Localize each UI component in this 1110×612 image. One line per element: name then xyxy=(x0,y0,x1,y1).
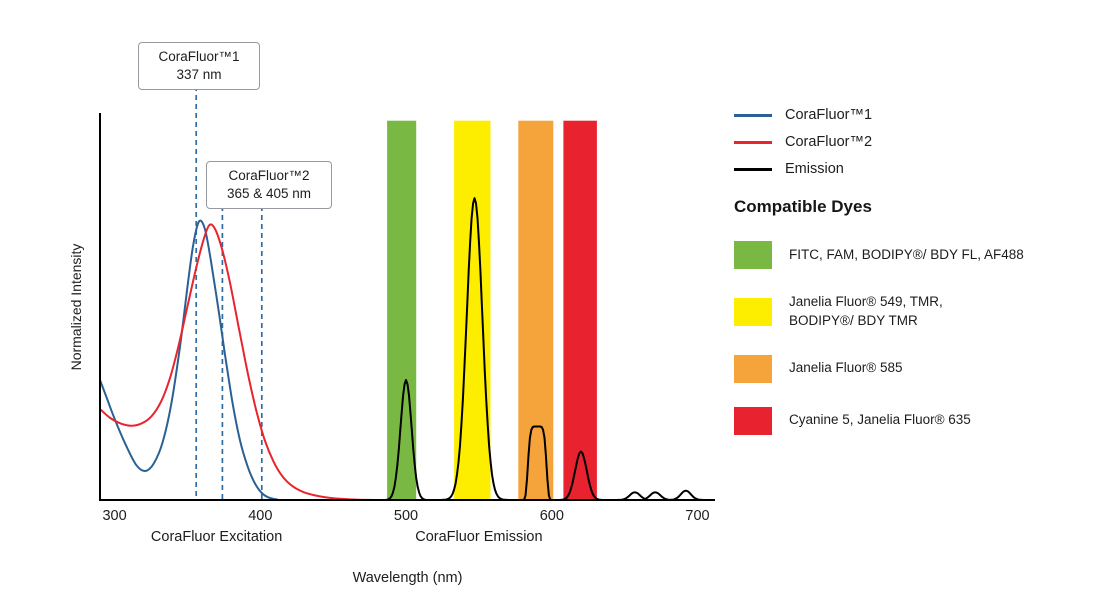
dye-color-swatch xyxy=(734,406,772,435)
legend-item-corafluor2: CoraFluor™2 xyxy=(734,133,1106,151)
legend-line-swatch xyxy=(734,167,772,171)
legend-item-label: Emission xyxy=(785,161,844,177)
annotation-box-corafluor2: CoraFluor™2 365 & 405 nm xyxy=(206,161,332,210)
annotation-subtitle: 365 & 405 nm xyxy=(226,186,312,202)
x-tick-label: 300 xyxy=(102,508,127,524)
legend-line-swatch xyxy=(734,113,772,117)
dye-band xyxy=(563,120,597,500)
dye-label-line: Cyanine 5, Janelia Fluor® 635 xyxy=(789,412,971,428)
legend-item-emission: Emission xyxy=(734,160,1106,178)
legend-item-corafluor1: CoraFluor™1 xyxy=(734,106,1106,124)
dye-label-line: Janelia Fluor® 585 xyxy=(789,360,903,376)
axis-section-label: CoraFluor Emission xyxy=(415,529,543,545)
dye-label-line: FITC, FAM, BODIPY®/ BDY FL, AF488 xyxy=(789,246,1024,262)
dye-label: Cyanine 5, Janelia Fluor® 635 xyxy=(789,411,971,430)
x-tick-label: 700 xyxy=(685,508,710,524)
dye-band xyxy=(518,120,554,500)
dye-color-swatch xyxy=(734,297,772,326)
dye-color-swatch xyxy=(734,354,772,383)
dye-label: Janelia Fluor® 549, TMR, BODIPY®/ BDY TM… xyxy=(789,293,943,331)
y-axis-label: Normalized Intensity xyxy=(68,243,84,371)
x-tick-label: 600 xyxy=(539,508,564,524)
dye-color-swatch xyxy=(734,241,772,269)
axis-section-label: CoraFluor Excitation xyxy=(150,529,283,545)
legend-item-label: CoraFluor™2 xyxy=(785,134,873,150)
annotation-subtitle: 337 nm xyxy=(176,67,222,83)
dye-label: FITC, FAM, BODIPY®/ BDY FL, AF488 xyxy=(789,246,1024,265)
legend-line-swatch xyxy=(734,140,772,144)
series-curve-excitation-corafluor1 xyxy=(99,219,278,501)
dye-item-green: FITC, FAM, BODIPY®/ BDY FL, AF488 xyxy=(734,241,1106,269)
legend: CoraFluor™1 CoraFluor™2 Emission Compati… xyxy=(734,106,1106,435)
dye-item-red: Cyanine 5, Janelia Fluor® 635 xyxy=(734,406,1106,435)
legend-item-label: CoraFluor™1 xyxy=(785,107,873,123)
annotation-title: CoraFluor™2 xyxy=(228,168,310,183)
x-tick-label: 500 xyxy=(393,508,419,524)
x-axis-label: Wavelength (nm) xyxy=(352,570,463,586)
dye-label-line: BODIPY®/ BDY TMR xyxy=(789,312,918,328)
dye-item-yellow: Janelia Fluor® 549, TMR, BODIPY®/ BDY TM… xyxy=(734,293,1106,331)
dye-item-orange: Janelia Fluor® 585 xyxy=(734,354,1106,383)
x-tick-label: 400 xyxy=(248,508,273,524)
dye-label: Janelia Fluor® 585 xyxy=(789,359,903,378)
series-curve-excitation-corafluor2 xyxy=(99,223,375,501)
annotation-title: CoraFluor™1 xyxy=(158,49,240,64)
annotation-box-corafluor1: CoraFluor™1 337 nm xyxy=(138,42,260,91)
dye-label-line: Janelia Fluor® 549, TMR, xyxy=(789,294,943,309)
compatible-dyes-heading: Compatible Dyes xyxy=(734,197,872,216)
